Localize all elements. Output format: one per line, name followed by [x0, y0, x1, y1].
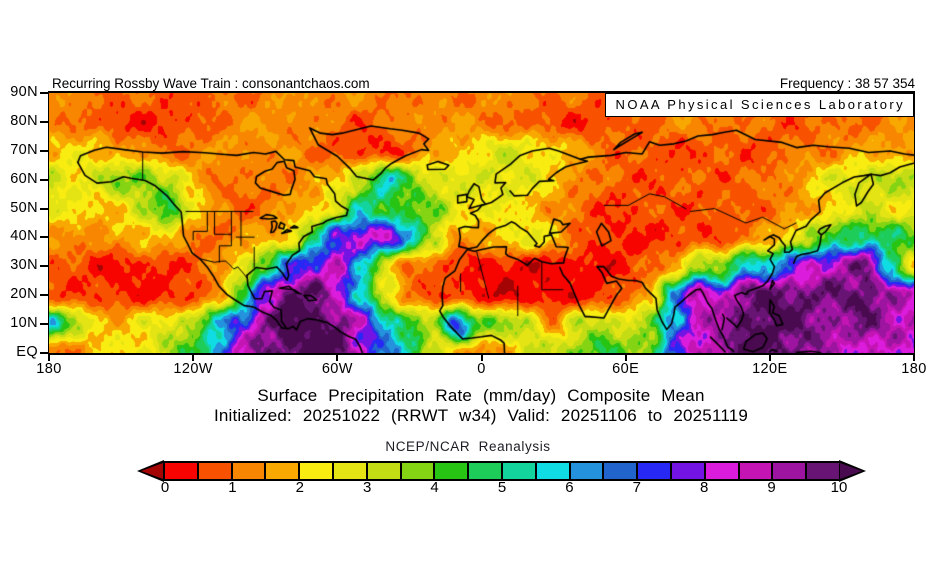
lat-tick-label: 40N [10, 228, 38, 245]
lon-tick-label: 180 [36, 361, 62, 377]
colorbar-tick-label: 5 [497, 479, 507, 496]
colorbar-cell [739, 463, 774, 479]
colorbar-cell [198, 463, 233, 479]
map-frame: NOAA Physical Sciences Laboratory [48, 91, 915, 355]
precip-map-canvas [49, 93, 914, 353]
colorbar-cell [333, 463, 368, 479]
colorbar-tick-label: 7 [632, 479, 641, 496]
colorbar-cell [671, 463, 706, 479]
colorbar-tick-label: 2 [295, 479, 304, 496]
lat-tick-label: 60N [10, 170, 38, 187]
lat-tick [40, 207, 48, 210]
watermark-text: Recurring Rossby Wave Train : consonantc… [52, 76, 370, 91]
colorbar-cell [367, 463, 402, 479]
lon-tick-label: 60W [321, 361, 353, 377]
lon-tick [624, 355, 627, 361]
colorbar-tick-label: 8 [700, 479, 709, 496]
lon-tick-label: 0 [477, 361, 486, 377]
colorbar-cell [502, 463, 537, 479]
lon-tick [192, 355, 195, 361]
colorbar-cell [435, 463, 470, 479]
lat-tick-label: 90N [10, 84, 38, 100]
title-line-2: Initialized: 20251022 (RRWT w34) Valid: … [213, 406, 749, 425]
lon-tick [480, 355, 483, 361]
lat-tick [40, 323, 48, 326]
colorbar-cell [300, 463, 334, 479]
noaa-psl-label: NOAA Physical Sciences Laboratory [615, 97, 905, 112]
lat-tick-label: 20N [10, 286, 38, 303]
lat-tick-label: 50N [10, 199, 38, 216]
lon-tick-label: 180 [901, 361, 927, 377]
colorbar-cell [401, 463, 436, 479]
noaa-psl-badge: NOAA Physical Sciences Laboratory [604, 93, 914, 117]
lon-tick [48, 355, 50, 361]
lon-tick [768, 355, 771, 361]
colorbar-cell [232, 463, 267, 479]
lat-tick [40, 294, 48, 297]
lat-tick-label: 10N [10, 315, 38, 332]
colorbar-tick-label: 4 [430, 479, 439, 496]
lat-tick [40, 352, 48, 354]
colorbar-cell [570, 463, 605, 479]
lon-tick-label: 60E [612, 361, 640, 377]
frequency-text: Frequency : 38 57 354 [779, 76, 915, 91]
lat-tick-label: EQ [16, 344, 38, 360]
colorbar-tick-label: 6 [565, 479, 574, 496]
colorbar-tick-label: 3 [363, 479, 372, 496]
lat-tick-label: 30N [10, 257, 38, 274]
lat-tick [40, 265, 48, 268]
colorbar-tick-label: 10 [830, 479, 848, 496]
lat-tick [40, 149, 48, 152]
colorbar-cell [266, 463, 301, 479]
reanalysis-source-label: NCEP/NCAR Reanalysis [385, 439, 551, 454]
colorbar-cell [705, 463, 740, 479]
colorbar-cell [536, 463, 571, 479]
lat-tick-label: 80N [10, 112, 38, 129]
lat-tick [40, 236, 48, 239]
lon-tick [913, 355, 915, 361]
lat-tick [40, 178, 48, 181]
lat-tick [40, 120, 48, 123]
colorbar-cell [165, 463, 199, 479]
colorbar-body [163, 461, 841, 481]
lon-tick [336, 355, 339, 361]
colorbar-cell [807, 463, 839, 479]
colorbar-tick-label: 1 [228, 479, 237, 496]
colorbar-tick-label: 0 [160, 479, 170, 496]
colorbar-cell [773, 463, 808, 479]
colorbar-tick-label: 9 [767, 479, 776, 496]
colorbar-cell [638, 463, 672, 479]
colorbar-cell [604, 463, 639, 479]
lon-tick-label: 120E [752, 361, 788, 377]
lat-tick [40, 92, 48, 94]
lat-tick-label: 70N [10, 141, 38, 158]
lon-tick-label: 120W [173, 361, 213, 377]
colorbar-cell [469, 463, 503, 479]
title-line-1: Surface Precipitation Rate (mm/day) Comp… [257, 386, 705, 405]
